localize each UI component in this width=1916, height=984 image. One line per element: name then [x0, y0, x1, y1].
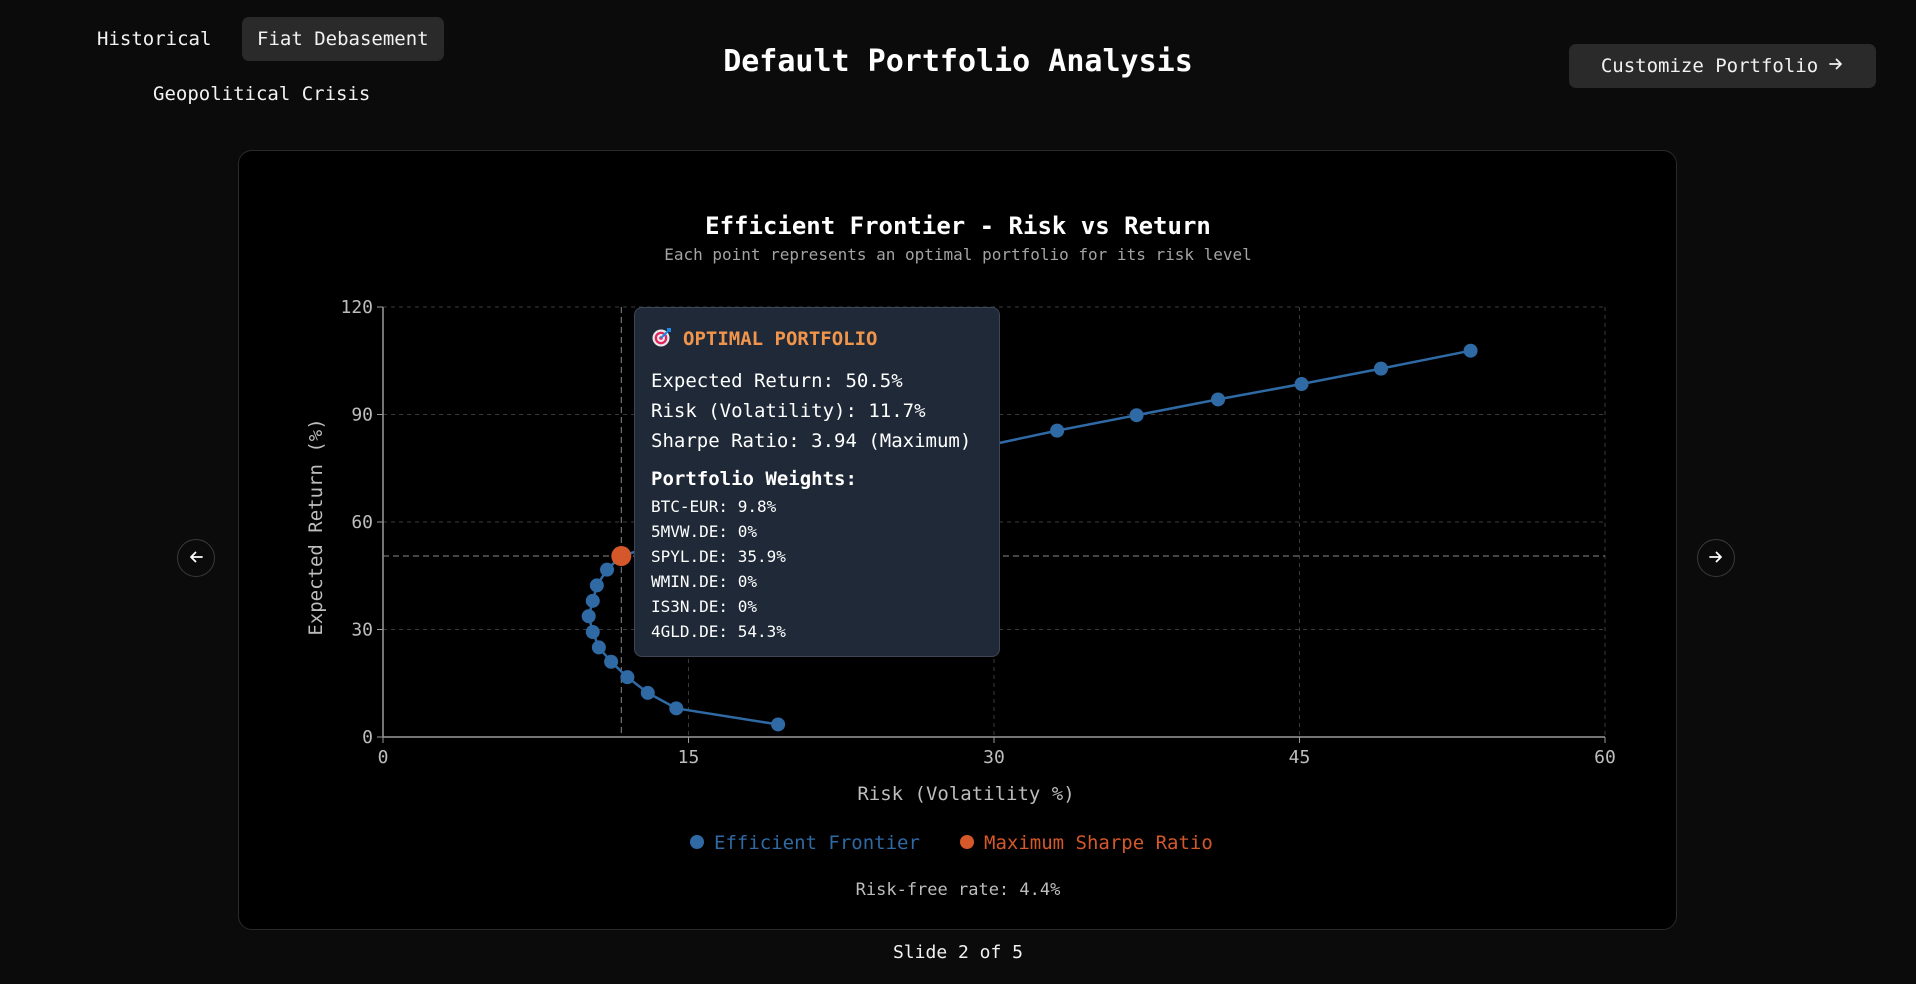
frontier-point: [1050, 423, 1065, 438]
weight-5mvw: 5MVW.DE: 0%: [651, 522, 757, 541]
x-tick-label: 45: [1289, 747, 1311, 768]
y-tick-label: 60: [351, 512, 373, 533]
tab-historical[interactable]: Historical: [97, 28, 212, 50]
customize-portfolio-label: Customize Portfolio: [1600, 55, 1819, 77]
tooltip-weights-title: Portfolio Weights:: [651, 468, 857, 490]
frontier-point: [771, 717, 786, 732]
tick-labels: 0 15 30 45 60 0 30 60 90 120: [340, 297, 1615, 768]
y-tick-label: 0: [362, 727, 373, 748]
legend-label-max-sharpe[interactable]: Maximum Sharpe Ratio: [984, 832, 1213, 854]
slide-counter: Slide 2 of 5: [892, 942, 1024, 963]
frontier-point: [1211, 392, 1226, 407]
target-icon: [651, 326, 673, 352]
customize-portfolio-button[interactable]: Customize Portfolio: [1569, 44, 1876, 88]
frontier-point: [585, 593, 600, 608]
page-title: Default Portfolio Analysis: [723, 44, 1193, 79]
frontier-point: [640, 685, 655, 700]
tooltip-title: OPTIMAL PORTFOLIO: [683, 328, 878, 350]
x-tick-label: 15: [678, 747, 700, 768]
chart-subtitle: Each point represents an optimal portfol…: [664, 245, 1252, 264]
tooltip-risk: Risk (Volatility): 11.7%: [651, 400, 926, 422]
arrow-right-icon: [1828, 55, 1844, 77]
weight-btc-eur: BTC-EUR: 9.8%: [651, 497, 777, 516]
tab-geopolitical-crisis[interactable]: Geopolitical Crisis: [153, 83, 371, 105]
y-axis-label: Expected Return (%): [305, 418, 327, 635]
x-tick-label: 0: [378, 747, 389, 768]
legend-marker-efficient-frontier: [690, 835, 704, 849]
arrow-right-icon: [1708, 549, 1724, 568]
chart-title: Efficient Frontier - Risk vs Return: [705, 212, 1211, 240]
frontier-point: [585, 625, 600, 640]
max-sharpe-point: [611, 546, 632, 567]
frontier-point: [589, 578, 604, 593]
frontier-point: [1129, 408, 1144, 423]
frontier-point: [1463, 343, 1478, 358]
next-slide-button[interactable]: [1697, 539, 1735, 577]
chart-legend: Efficient Frontier Maximum Sharpe Ratio: [690, 832, 1213, 854]
frontier-point: [591, 640, 606, 655]
y-tick-label: 30: [351, 620, 373, 641]
weight-is3n: IS3N.DE: 0%: [651, 597, 757, 616]
weight-spyl: SPYL.DE: 35.9%: [651, 547, 786, 566]
chart-axes: [377, 306, 1606, 743]
frontier-points: [581, 343, 1478, 732]
frontier-point: [669, 701, 684, 716]
weight-wmin: WMIN.DE: 0%: [651, 572, 757, 591]
optimal-portfolio-tooltip: OPTIMAL PORTFOLIO Expected Return: 50.5%…: [634, 307, 1000, 657]
arrow-left-icon: [188, 549, 204, 568]
tooltip-sharpe-ratio: Sharpe Ratio: 3.94 (Maximum): [651, 430, 972, 452]
x-tick-label: 60: [1594, 747, 1616, 768]
frontier-point: [581, 609, 596, 624]
weight-4gld: 4GLD.DE: 54.3%: [651, 622, 786, 641]
tooltip-expected-return: Expected Return: 50.5%: [651, 370, 903, 392]
previous-slide-button[interactable]: [177, 539, 215, 577]
y-tick-label: 90: [351, 405, 373, 426]
risk-free-rate: Risk-free rate: 4.4%: [856, 880, 1061, 900]
frontier-point: [604, 654, 619, 669]
frontier-point: [620, 670, 635, 685]
x-tick-label: 30: [983, 747, 1005, 768]
legend-marker-max-sharpe: [960, 835, 974, 849]
tab-fiat-debasement[interactable]: Fiat Debasement: [242, 17, 444, 61]
frontier-point: [1294, 377, 1309, 392]
frontier-point: [600, 562, 615, 577]
legend-label-efficient-frontier[interactable]: Efficient Frontier: [714, 832, 920, 854]
frontier-point: [1373, 361, 1388, 376]
y-tick-label: 120: [340, 297, 373, 318]
x-axis-label: Risk (Volatility %): [857, 783, 1074, 805]
